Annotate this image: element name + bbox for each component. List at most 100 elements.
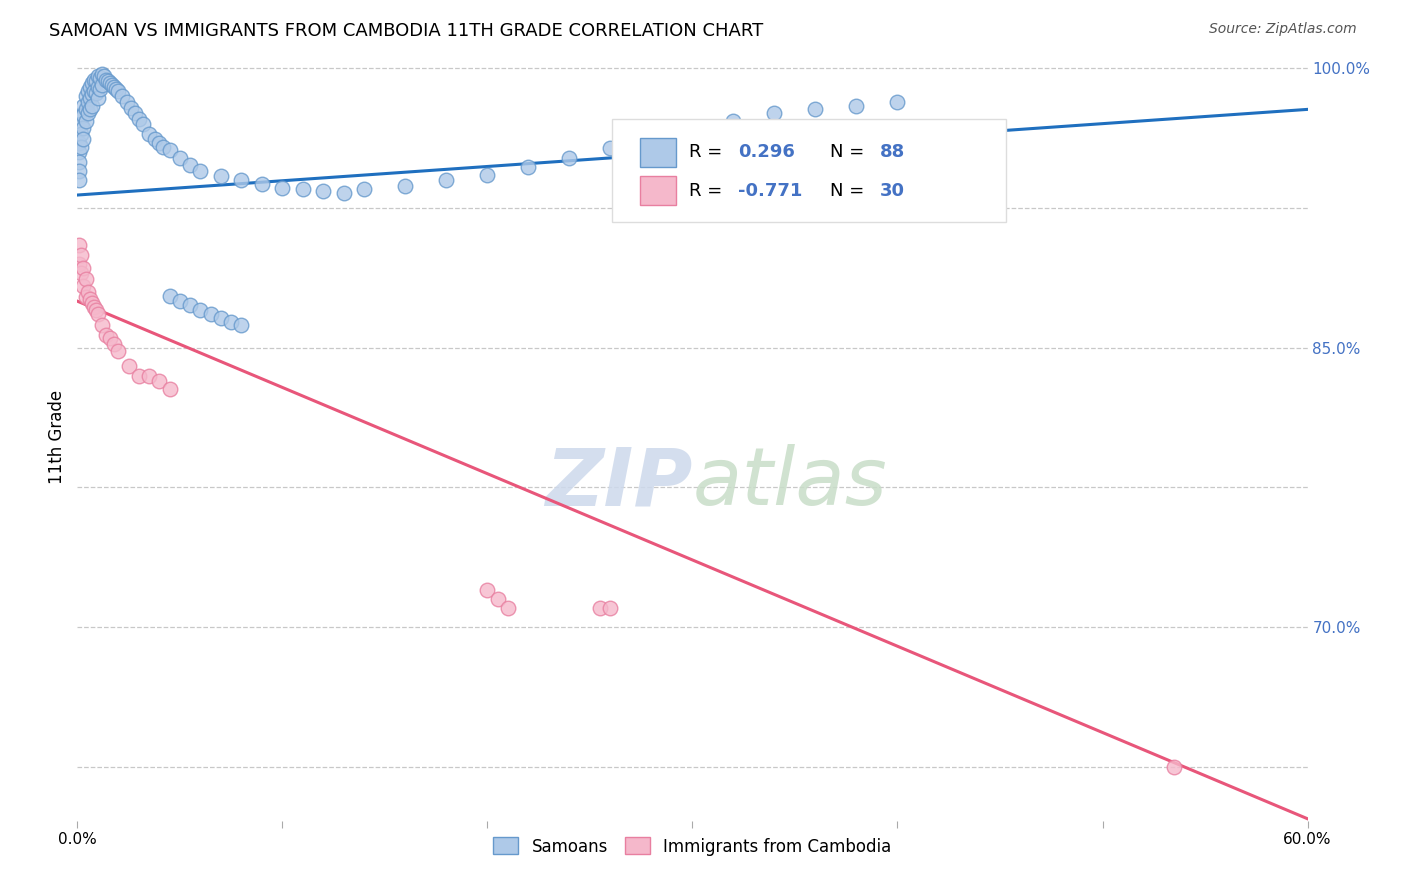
Point bbox=[250, 177, 273, 191]
Point bbox=[394, 178, 416, 193]
Point bbox=[723, 113, 745, 128]
Point bbox=[80, 98, 103, 112]
Point bbox=[75, 103, 97, 117]
Point bbox=[620, 136, 643, 150]
Point bbox=[128, 368, 150, 383]
Point bbox=[107, 84, 129, 98]
Point bbox=[72, 260, 94, 275]
Bar bbox=[640, 177, 676, 205]
Point bbox=[75, 290, 97, 304]
Point bbox=[200, 307, 222, 321]
Point bbox=[188, 164, 212, 178]
Point bbox=[128, 112, 150, 126]
Point bbox=[209, 169, 232, 184]
Point bbox=[291, 182, 314, 196]
Point bbox=[1163, 759, 1185, 773]
Point bbox=[79, 103, 101, 117]
Point bbox=[80, 87, 103, 102]
Text: SAMOAN VS IMMIGRANTS FROM CAMBODIA 11TH GRADE CORRELATION CHART: SAMOAN VS IMMIGRANTS FROM CAMBODIA 11TH … bbox=[49, 22, 763, 40]
Point bbox=[589, 601, 612, 615]
Text: atlas: atlas bbox=[693, 444, 887, 522]
Point bbox=[179, 158, 201, 172]
Point bbox=[89, 70, 111, 85]
Point bbox=[107, 344, 129, 359]
Point bbox=[72, 108, 94, 122]
Point bbox=[159, 144, 181, 158]
Point bbox=[231, 173, 253, 187]
Text: N =: N = bbox=[831, 144, 870, 161]
Point bbox=[70, 108, 93, 122]
Point bbox=[312, 184, 335, 198]
Point bbox=[120, 101, 142, 115]
Point bbox=[486, 592, 509, 607]
Point bbox=[640, 130, 662, 145]
Point bbox=[101, 78, 124, 92]
Point bbox=[97, 74, 120, 88]
Point bbox=[75, 89, 97, 103]
Point bbox=[148, 136, 170, 150]
Text: R =: R = bbox=[689, 144, 728, 161]
Point bbox=[138, 368, 160, 383]
Point bbox=[124, 106, 146, 120]
Point bbox=[111, 89, 134, 103]
Text: ZIP: ZIP bbox=[546, 444, 693, 522]
Point bbox=[94, 327, 117, 342]
Point bbox=[87, 307, 110, 321]
Bar bbox=[640, 138, 676, 167]
Point bbox=[599, 601, 621, 615]
Point bbox=[152, 139, 174, 153]
Point bbox=[93, 69, 115, 83]
Point bbox=[159, 382, 181, 396]
Point bbox=[84, 303, 107, 318]
Point bbox=[219, 315, 242, 329]
Point bbox=[132, 117, 155, 131]
Point bbox=[90, 318, 114, 333]
Point bbox=[496, 601, 519, 615]
Point bbox=[90, 67, 114, 81]
Point bbox=[188, 303, 212, 318]
Point bbox=[76, 84, 98, 98]
Point bbox=[682, 120, 704, 135]
Point bbox=[477, 582, 499, 597]
Point bbox=[75, 113, 97, 128]
Point bbox=[115, 95, 138, 109]
Text: 30: 30 bbox=[880, 182, 904, 200]
Legend: Samoans, Immigrants from Cambodia: Samoans, Immigrants from Cambodia bbox=[486, 830, 898, 863]
Point bbox=[87, 91, 110, 105]
Point bbox=[83, 72, 105, 87]
Point bbox=[76, 95, 98, 109]
Point bbox=[79, 80, 101, 95]
Point bbox=[70, 266, 93, 280]
Point bbox=[67, 173, 90, 187]
Point bbox=[72, 279, 94, 293]
Point bbox=[83, 300, 105, 314]
Point bbox=[70, 247, 93, 261]
Point bbox=[353, 182, 375, 196]
Point bbox=[845, 98, 868, 112]
Point bbox=[804, 103, 827, 117]
Point bbox=[83, 84, 105, 98]
Point bbox=[67, 154, 90, 169]
Point bbox=[90, 78, 114, 92]
Point bbox=[209, 310, 232, 325]
Point bbox=[599, 141, 621, 155]
Point bbox=[98, 331, 121, 345]
Point bbox=[763, 106, 786, 120]
Point bbox=[80, 76, 103, 90]
Point bbox=[80, 296, 103, 310]
Point bbox=[94, 72, 117, 87]
Point bbox=[67, 238, 90, 252]
Point bbox=[231, 318, 253, 333]
Point bbox=[67, 257, 90, 271]
Point bbox=[169, 151, 191, 165]
Point bbox=[179, 298, 201, 312]
Point bbox=[148, 374, 170, 388]
Point bbox=[98, 76, 121, 90]
Text: 88: 88 bbox=[880, 144, 904, 161]
Point bbox=[271, 180, 294, 194]
Point bbox=[105, 82, 128, 96]
Point bbox=[143, 132, 166, 146]
Point bbox=[67, 164, 90, 178]
Point bbox=[84, 86, 107, 100]
Point bbox=[436, 173, 458, 187]
